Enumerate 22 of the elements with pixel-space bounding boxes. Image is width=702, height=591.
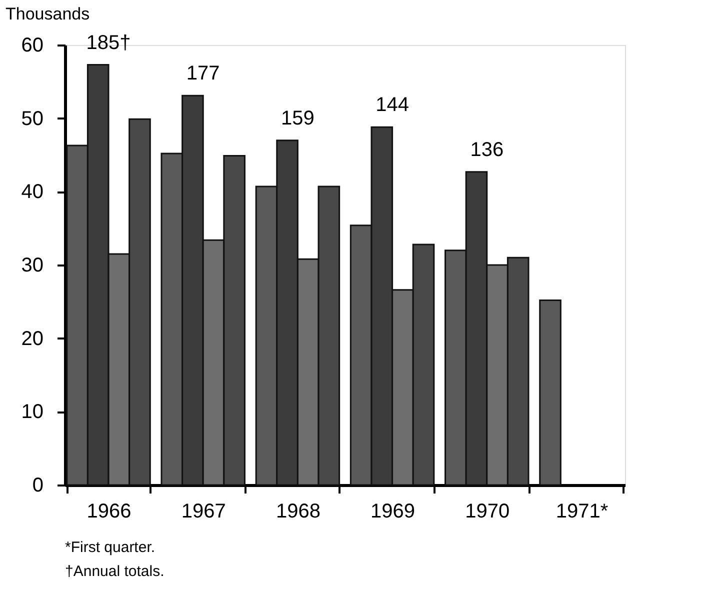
x-tick-label: 1970 (465, 500, 510, 522)
total-label: 144 (376, 94, 409, 116)
text: *First quarter. (65, 539, 156, 556)
y-tick-label: 20 (21, 328, 44, 350)
y-tick-label: 10 (21, 401, 44, 424)
x-tick-label: 1968 (276, 500, 320, 522)
bar (539, 299, 562, 486)
x-tick-label: 1967 (181, 500, 226, 522)
total-label: 136 (470, 138, 504, 161)
x-tick-label: 1971* (556, 500, 608, 522)
total-label: 185† (86, 32, 131, 54)
total-label: 159 (281, 107, 314, 130)
x-tick-label: 1969 (370, 500, 416, 522)
y-tick-label: 30 (21, 254, 44, 276)
y-tick-label: 60 (21, 34, 44, 56)
y-axis-title: Thousands (6, 4, 90, 24)
text: †Annual totals. (65, 563, 164, 580)
y-tick-label: 0 (32, 474, 44, 496)
total-label: 177 (186, 62, 220, 85)
x-tick-label: 1966 (86, 500, 132, 522)
y-tick-label: 40 (21, 181, 44, 204)
y-tick-label: 50 (21, 108, 44, 130)
